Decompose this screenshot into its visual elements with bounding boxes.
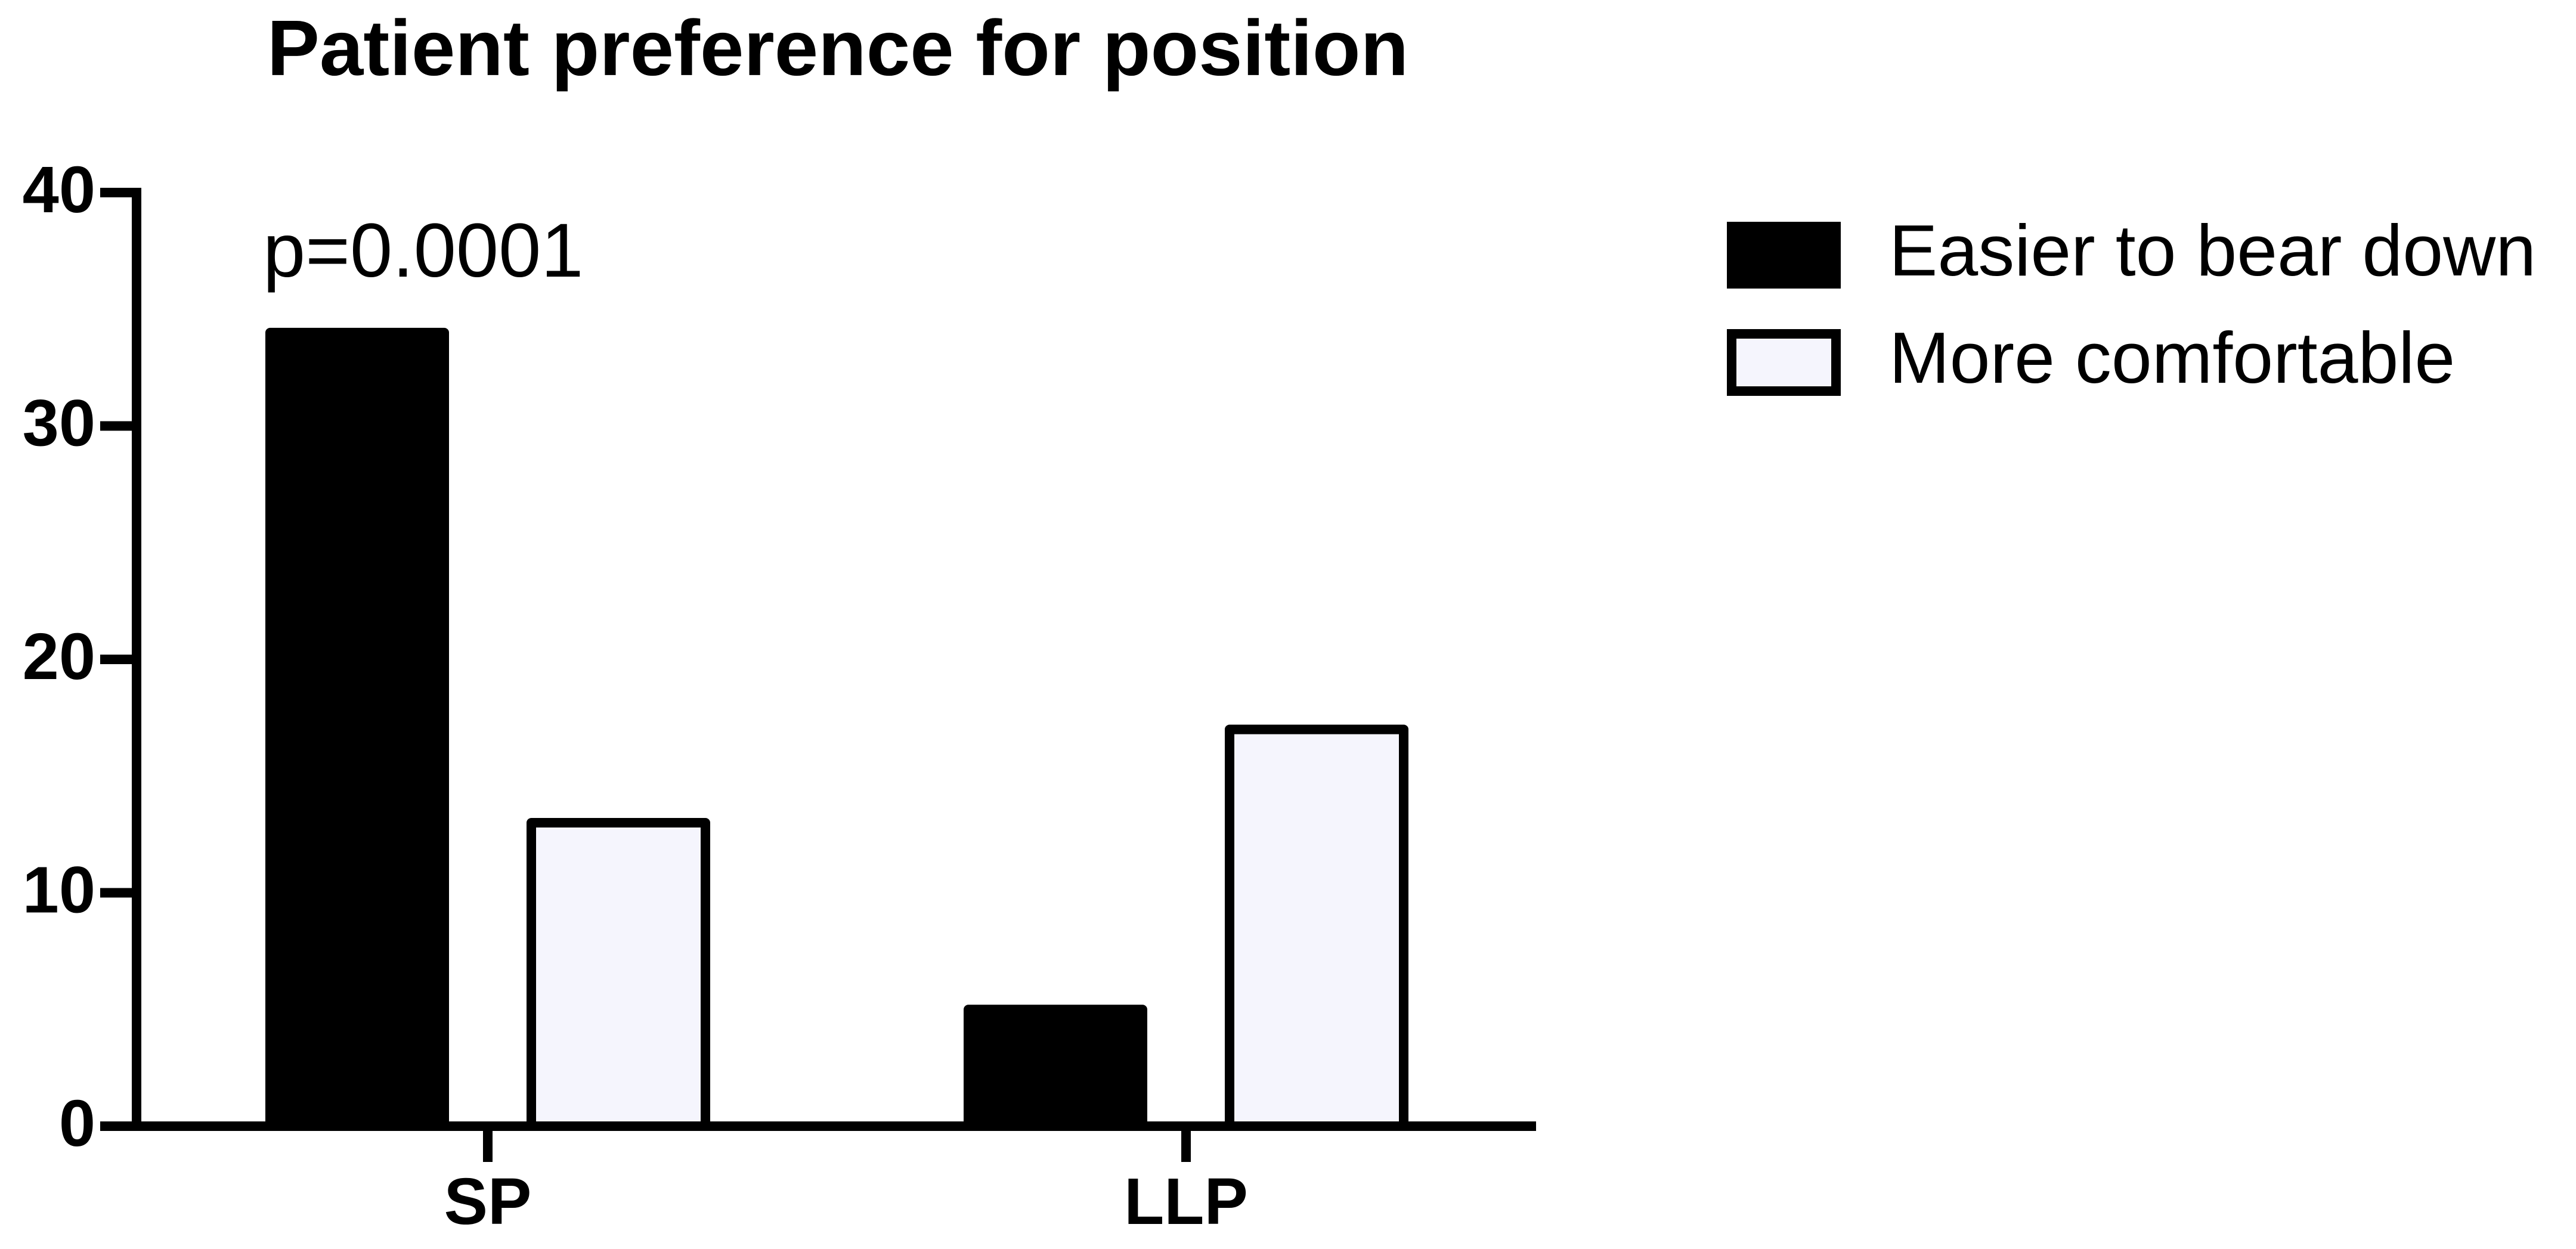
y-tick-label: 20	[23, 620, 95, 693]
annotation: p=0.0001	[263, 208, 583, 293]
bar	[964, 1005, 1147, 1131]
x-tick-label: SP	[444, 1165, 532, 1238]
bar	[1225, 724, 1408, 1131]
y-tick-label: 0	[59, 1087, 95, 1160]
y-tick-label: 10	[23, 854, 95, 927]
legend-label: Easier to bear down	[1889, 210, 2536, 291]
chart-title: Patient preference for position	[267, 4, 1408, 92]
x-tick-label: LLP	[1124, 1165, 1248, 1238]
bar	[265, 327, 449, 1131]
bar	[527, 818, 710, 1132]
y-tick-label: 30	[23, 387, 95, 460]
y-tick-label: 40	[23, 153, 95, 227]
legend-label: More comfortable	[1889, 317, 2455, 398]
legend-swatch	[1727, 329, 1841, 396]
legend-swatch	[1727, 222, 1841, 289]
